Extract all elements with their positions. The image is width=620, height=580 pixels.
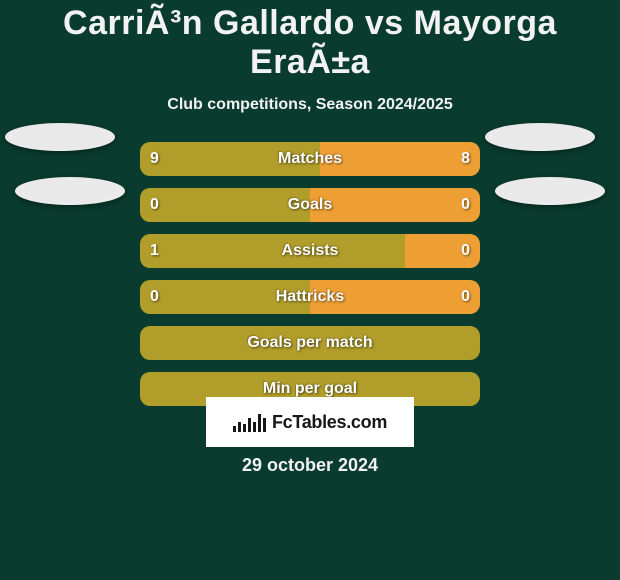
stat-row: Hattricks00 bbox=[0, 280, 620, 314]
source-badge-icon bbox=[233, 412, 266, 432]
stat-bar-left-segment bbox=[140, 234, 405, 268]
stat-bar-left-segment bbox=[140, 280, 310, 314]
page: CarriÃ³n Gallardo vs Mayorga EraÃ±a Club… bbox=[0, 0, 620, 580]
source-badge-inner: FcTables.com bbox=[233, 412, 387, 433]
stat-row: Goals00 bbox=[0, 188, 620, 222]
stat-bar: Assists10 bbox=[140, 234, 480, 268]
generated-date: 29 october 2024 bbox=[0, 455, 620, 476]
stat-bar-right-segment bbox=[320, 142, 480, 176]
comparison-chart: Matches98 Goals00 Assists10 Hattricks00 Goal… bbox=[0, 142, 620, 406]
stat-bar: Hattricks00 bbox=[140, 280, 480, 314]
source-badge: FcTables.com bbox=[206, 397, 414, 447]
page-title: CarriÃ³n Gallardo vs Mayorga EraÃ±a bbox=[0, 4, 620, 82]
stat-row: Goals per match bbox=[0, 326, 620, 360]
stat-bar-left-segment bbox=[140, 142, 320, 176]
stat-bar: Goals00 bbox=[140, 188, 480, 222]
stat-bar-right-segment bbox=[405, 234, 480, 268]
stat-bar: Goals per match bbox=[140, 326, 480, 360]
stat-row: Assists10 bbox=[0, 234, 620, 268]
stat-bar-full-segment bbox=[140, 326, 480, 360]
stat-row: Matches98 bbox=[0, 142, 620, 176]
stat-bar: Matches98 bbox=[140, 142, 480, 176]
stat-bar-left-segment bbox=[140, 188, 310, 222]
stat-bar-right-segment bbox=[310, 188, 480, 222]
stat-bar-right-segment bbox=[310, 280, 480, 314]
page-subtitle: Club competitions, Season 2024/2025 bbox=[0, 96, 620, 114]
source-badge-text: FcTables.com bbox=[272, 412, 387, 433]
